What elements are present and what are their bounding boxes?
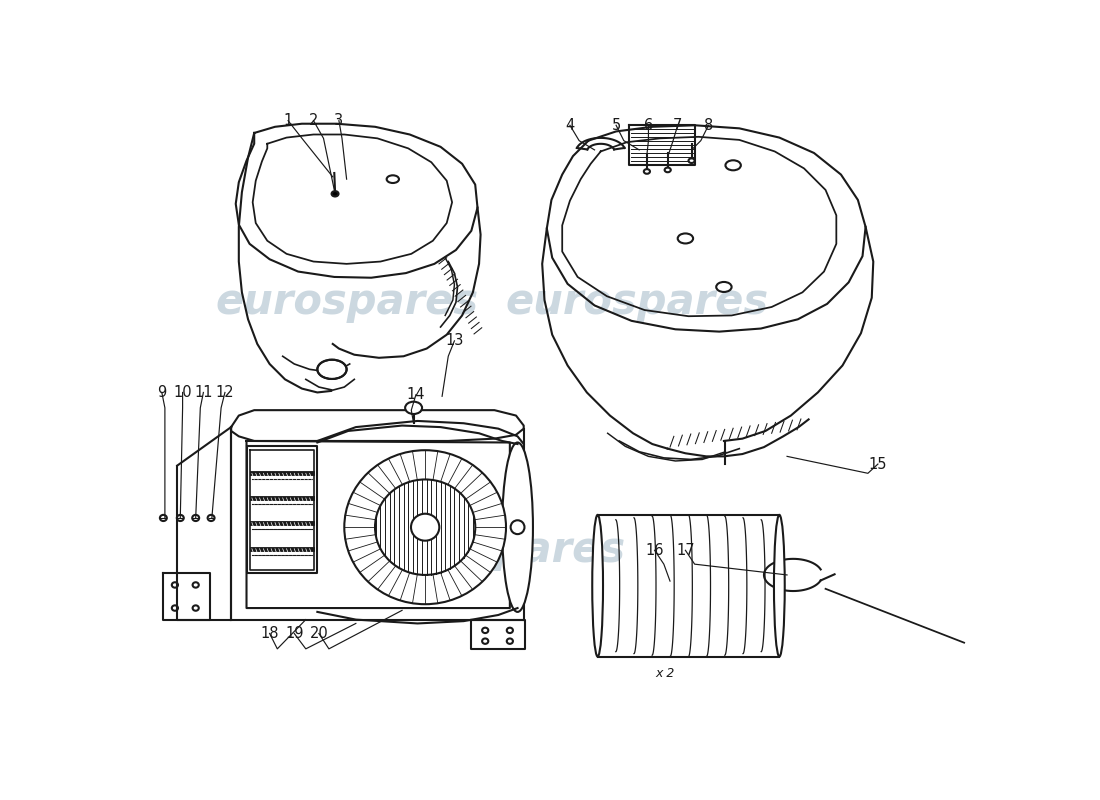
Ellipse shape [502, 442, 532, 612]
Text: 2: 2 [309, 113, 318, 128]
Text: 1: 1 [284, 113, 293, 128]
Text: 9: 9 [157, 385, 166, 400]
Ellipse shape [375, 479, 475, 575]
Ellipse shape [160, 515, 167, 521]
Ellipse shape [208, 515, 214, 521]
Ellipse shape [592, 515, 603, 657]
Ellipse shape [664, 168, 671, 172]
Text: 11: 11 [194, 385, 212, 400]
Ellipse shape [318, 360, 346, 379]
Text: eurospares: eurospares [505, 282, 769, 323]
Text: eurospares: eurospares [214, 282, 478, 323]
Text: 10: 10 [174, 385, 191, 400]
Text: 16: 16 [646, 542, 664, 558]
Text: 20: 20 [309, 626, 328, 641]
Text: 3: 3 [334, 113, 343, 128]
Text: 7: 7 [673, 118, 682, 133]
Ellipse shape [331, 191, 339, 197]
Text: 6: 6 [644, 118, 653, 133]
Ellipse shape [411, 514, 439, 541]
Ellipse shape [192, 515, 199, 521]
Text: eurospares: eurospares [363, 530, 626, 571]
Ellipse shape [177, 515, 184, 521]
Ellipse shape [774, 515, 784, 657]
Ellipse shape [689, 158, 695, 163]
Text: 19: 19 [285, 626, 304, 641]
Text: 15: 15 [869, 457, 888, 471]
Text: 13: 13 [446, 334, 463, 348]
Text: 8: 8 [704, 118, 713, 133]
Ellipse shape [644, 169, 650, 174]
Text: 12: 12 [216, 385, 234, 400]
Ellipse shape [344, 450, 506, 604]
Text: 5: 5 [612, 118, 620, 133]
Text: 18: 18 [261, 626, 279, 641]
Text: x 2: x 2 [656, 667, 675, 680]
Text: 17: 17 [676, 542, 695, 558]
Text: 14: 14 [407, 387, 426, 402]
Text: 4: 4 [565, 118, 574, 133]
Ellipse shape [405, 402, 422, 414]
